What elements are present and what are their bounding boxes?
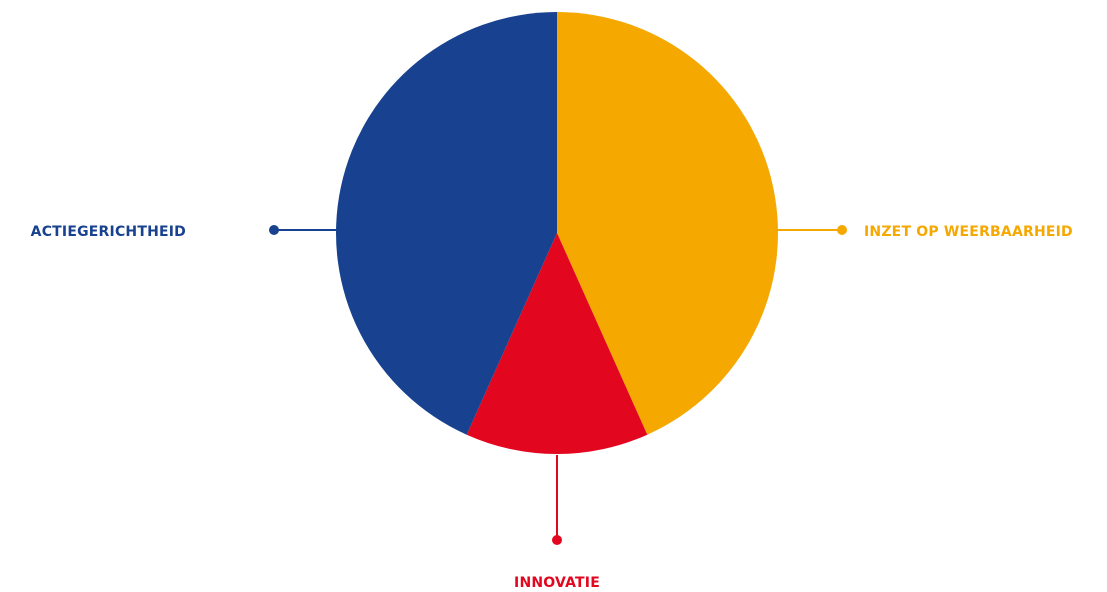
callout-actiegerichtheid: ACTIEGERICHTHEID: [31, 224, 337, 240]
callout-inzet-op-weerbaarheid: INZET OP WEERBAARHEID: [777, 224, 1073, 240]
slice-label-innovatie: INNOVATIE: [514, 575, 600, 591]
pie-slice-innovatie: [466, 233, 648, 454]
pie-slice-actiegerichtheid: [336, 12, 557, 435]
callout-dot-actiegerichtheid: [269, 225, 279, 235]
callout-dot-innovatie: [552, 535, 562, 545]
pie-slices: [336, 12, 778, 454]
pie-slice-inzet-op-weerbaarheid: [557, 12, 778, 435]
pie-callouts: INZET OP WEERBAARHEID INNOVATIE ACTIEGER…: [31, 224, 1073, 591]
slice-label-inzet-op-weerbaarheid: INZET OP WEERBAARHEID: [864, 224, 1073, 240]
slice-label-actiegerichtheid: ACTIEGERICHTHEID: [31, 224, 186, 240]
callout-innovatie: INNOVATIE: [514, 455, 600, 591]
callout-dot-inzet-op-weerbaarheid: [837, 225, 847, 235]
